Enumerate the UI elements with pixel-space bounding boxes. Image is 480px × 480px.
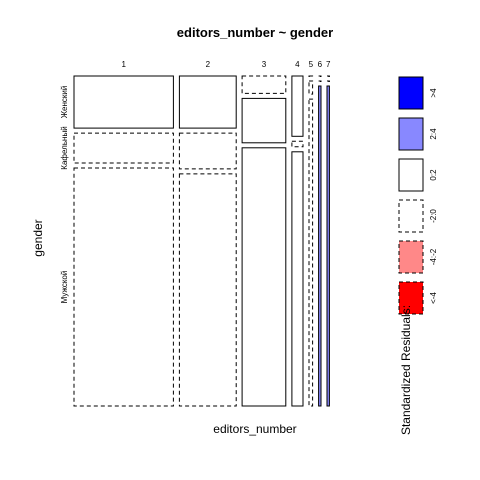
mosaic-cell — [292, 152, 303, 406]
x-tick-label: 4 — [295, 60, 300, 69]
mosaic-cell — [179, 174, 236, 406]
mosaic-cell — [242, 98, 286, 142]
mosaic-cell — [327, 76, 329, 77]
y-tick-label: Мужской — [60, 271, 69, 304]
mosaic-cell — [319, 86, 321, 406]
legend-label: -2:0 — [429, 209, 438, 223]
x-tick-label: 2 — [206, 60, 211, 69]
x-tick-label: 1 — [121, 60, 126, 69]
mosaic-cell — [242, 148, 286, 406]
mosaic-cells — [74, 76, 329, 406]
mosaic-cell — [179, 76, 236, 128]
x-tick-label: 3 — [262, 60, 267, 69]
mosaic-cell — [179, 133, 236, 169]
mosaic-cell — [327, 81, 329, 82]
mosaic-cell — [319, 76, 321, 77]
legend-label: 0:2 — [429, 169, 438, 181]
mosaic-cell — [319, 81, 321, 82]
x-tick-label: 6 — [318, 60, 323, 69]
y-tick-labels: Женский Кафельный Мужской — [60, 86, 69, 304]
y-tick-label: Кафельный — [60, 126, 69, 169]
residuals-legend: >4 2:4 0:2 -2:0 -4:-2 <-4 — [399, 77, 438, 314]
y-tick-label: Женский — [60, 86, 69, 119]
mosaic-cell — [327, 86, 329, 406]
legend-title: Standardized Residuals: — [399, 305, 413, 435]
mosaic-cell — [309, 76, 313, 77]
legend-swatch — [399, 118, 423, 150]
chart-title: editors_number ~ gender — [177, 25, 333, 40]
legend-label: -4:-2 — [429, 248, 438, 265]
legend-swatch — [399, 159, 423, 191]
mosaic-cell — [292, 141, 303, 147]
legend-swatch — [399, 200, 423, 232]
mosaic-cell — [74, 133, 173, 163]
mosaic-cell — [242, 76, 286, 93]
legend-label: <-4 — [429, 292, 438, 304]
mosaic-cell — [309, 81, 313, 94]
mosaic-cell — [309, 99, 313, 406]
legend-label: 2:4 — [429, 128, 438, 140]
mosaic-cell — [74, 76, 173, 128]
mosaic-cell — [74, 168, 173, 406]
mosaic-cell — [292, 76, 303, 136]
x-tick-label: 5 — [309, 60, 314, 69]
legend-swatch — [399, 77, 423, 109]
x-axis-label: editors_number — [213, 422, 296, 436]
y-axis-label: gender — [31, 219, 45, 256]
legend-label: >4 — [429, 88, 438, 98]
x-tick-label: 7 — [326, 60, 331, 69]
legend-swatch — [399, 241, 423, 273]
